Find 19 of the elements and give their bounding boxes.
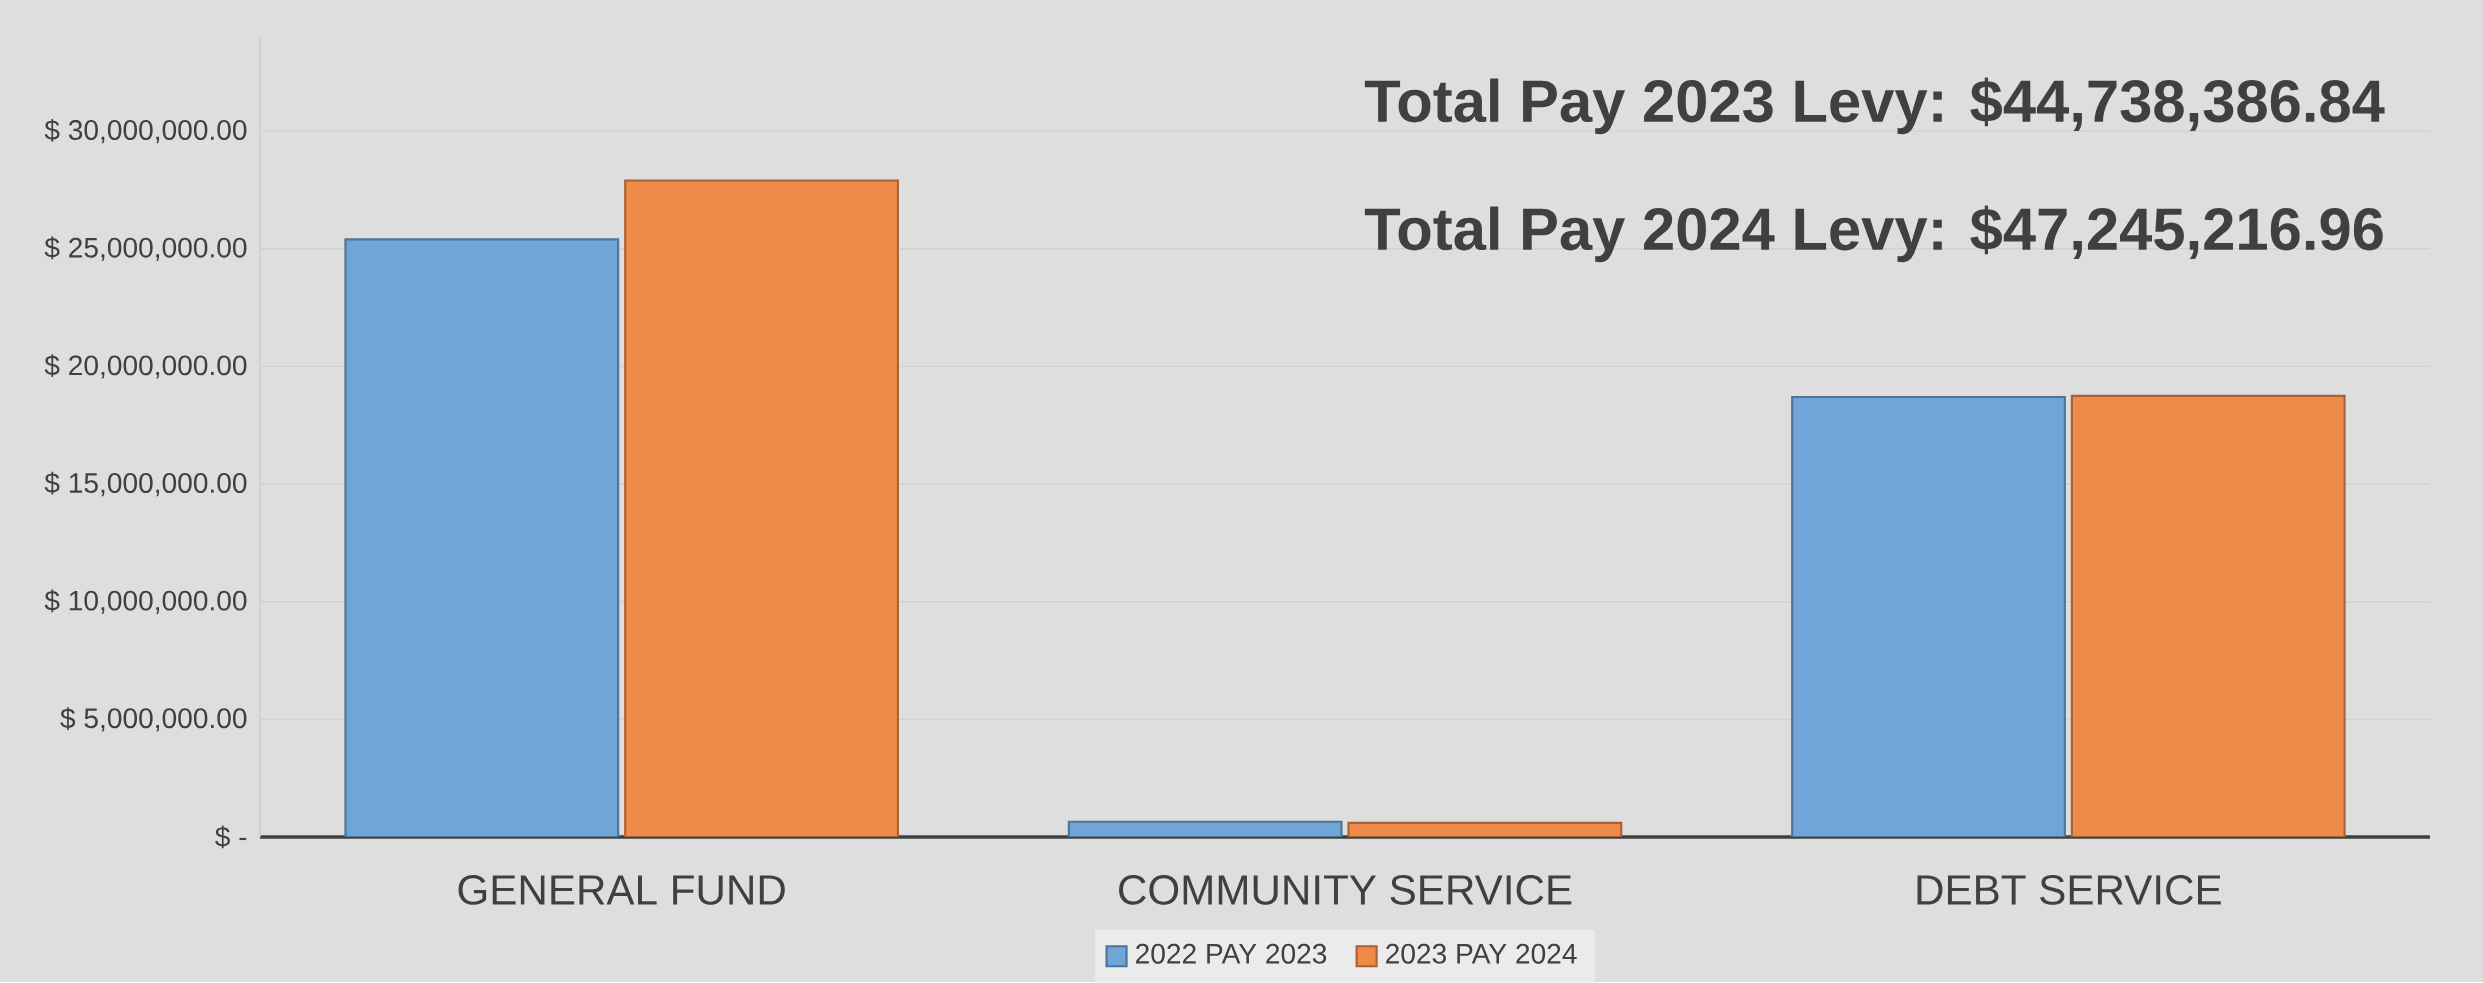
y-tick-label: $ 30,000,000.00 — [44, 119, 247, 144]
y-tick-label: $ 25,000,000.00 — [44, 236, 247, 262]
annotation: Total Pay 2024 Levy: $47,245,216.96 — [1364, 205, 2383, 263]
legend-label: 2022 PAY 2023 — [1136, 943, 1327, 964]
x-tick-label: DEBT SERVICE — [1917, 875, 2221, 905]
y-tick-label: $ 15,000,000.00 — [44, 471, 247, 497]
y-tick-label: $ 20,000,000.00 — [44, 354, 247, 379]
legend-label: 2023 PAY 2024 — [1386, 943, 1577, 964]
bar — [624, 179, 899, 838]
annotation: Total Pay 2023 Levy: $44,738,386.84 — [1364, 77, 2385, 135]
y-tick-label: $ 10,000,000.00 — [44, 589, 247, 615]
y-tick-label: $ - — [215, 825, 247, 849]
bar — [1791, 396, 2066, 838]
bar — [344, 238, 620, 838]
x-tick-label: COMMUNITY SERVICE — [1119, 875, 1572, 905]
y-tick-label: $ 5,000,000.00 — [60, 707, 247, 732]
bar — [1067, 820, 1343, 838]
x-tick-label: GENERAL FUND — [458, 875, 785, 905]
bar — [2070, 394, 2346, 838]
